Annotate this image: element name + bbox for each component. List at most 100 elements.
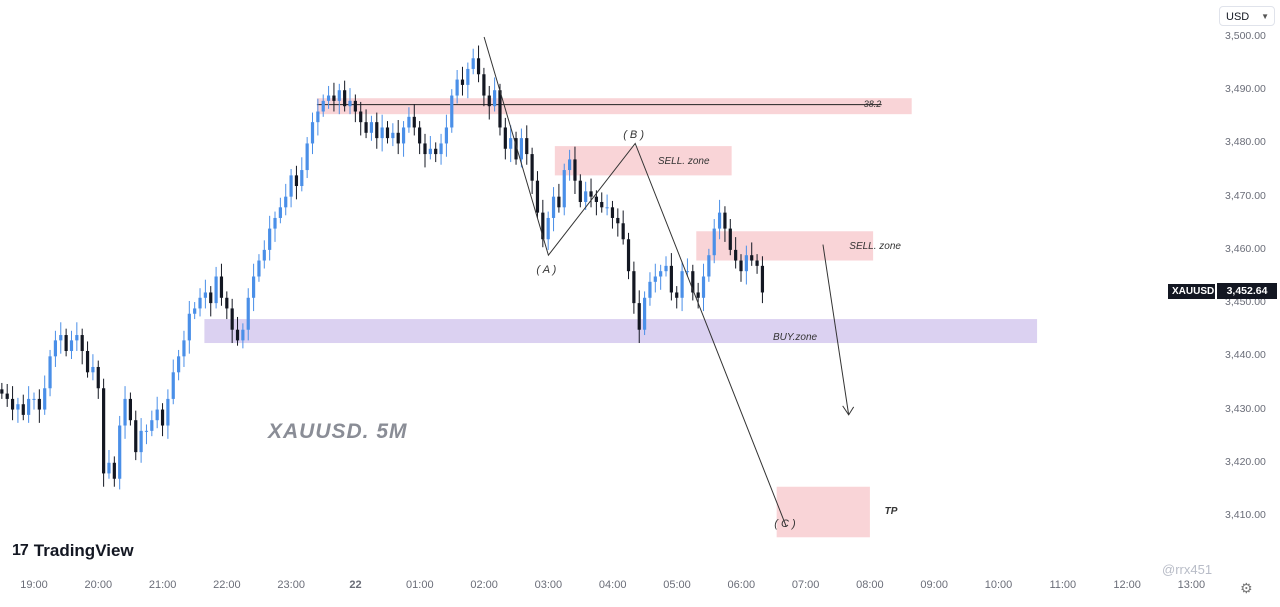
time-tick-label: 22:00 [213,579,241,591]
candle [642,297,647,330]
candle [326,95,331,101]
candle [364,122,368,133]
candle [519,138,524,160]
candle [69,340,74,352]
candle [632,271,636,304]
candle [294,175,299,187]
candle [637,303,641,330]
candle [551,196,556,218]
time-tick-label: 20:00 [84,579,113,591]
candle [369,122,374,133]
candle [289,175,293,197]
symbol-tag: XAUUSD [1168,284,1215,299]
candle [407,116,411,128]
candle [659,271,663,277]
tradingview-logo-text: TradingView [33,541,134,560]
candle [107,462,111,474]
time-tick-label: 23:00 [277,579,305,591]
price-tick-label: 3,420.00 [1225,455,1266,468]
currency-label: USD [1226,11,1250,23]
candle [734,249,738,261]
price-axis[interactable]: USD ▼ 3,410.00 3,420.00 3,430.00 3,440.00 3,… [1215,0,1280,607]
candle [685,271,690,273]
chart-area[interactable]: XAUUSD. 5M 17 TradingView XAUUSD 38.2 SEL… [0,0,1215,570]
candle [53,340,58,357]
candle [268,228,272,250]
candle [391,132,395,139]
candle [610,207,615,218]
candle [535,180,540,213]
candle [16,404,20,410]
candle [262,249,266,261]
candle [160,409,165,426]
candle [701,276,706,298]
candle [428,148,432,155]
candle [91,366,95,373]
candle [653,276,657,282]
candle [493,90,497,107]
candle [182,340,186,357]
price-tick-label: 3,440.00 [1225,349,1266,362]
candle [750,255,754,261]
candle [150,420,154,431]
candle [503,127,507,149]
price-tick-label: 3,410.00 [1225,509,1266,521]
candle [246,297,250,330]
candle [273,217,277,229]
candle [482,74,486,96]
candle [198,297,202,309]
price-chart[interactable] [0,0,1215,570]
candle [412,116,416,128]
candle [444,127,449,144]
fib-zone-0 [316,98,912,115]
tradingview-logo[interactable]: 17 TradingView [12,541,134,561]
candle [450,95,454,128]
currency-selector[interactable]: USD ▼ [1219,6,1275,26]
candle [332,95,336,101]
candle [616,217,620,224]
candle [75,335,79,341]
candle [584,191,588,202]
tradingview-logo-icon: 17 [12,542,29,559]
elliott-wave-line [483,36,787,527]
candle [471,58,475,69]
candle [118,425,122,479]
candle [578,180,582,202]
candle [166,398,170,426]
fib-label: 38.2 [863,99,882,110]
candle [230,308,234,330]
time-tick-label: 03:00 [534,579,563,591]
sell-zone-2 [696,231,874,261]
candle [203,292,207,298]
candle [64,335,68,352]
candle [626,239,631,272]
candle [139,430,143,453]
candle [353,100,357,112]
candle [219,276,224,298]
chevron-down-icon: ▼ [1261,12,1269,21]
candle [155,409,159,421]
candle [434,148,438,155]
candle [85,351,90,373]
candle [48,356,52,389]
candle [123,398,127,426]
candle [669,265,673,293]
candle [251,276,256,298]
candle [691,271,695,293]
candle [557,196,561,208]
time-axis[interactable]: 19:00 20:00 21:00 22:00 23:00 22 01:00 02:00 03:… [0,570,1215,607]
price-tick-label: 3,480.00 [1225,136,1266,149]
candle [514,138,518,160]
gear-icon[interactable]: ⚙ [1240,580,1253,596]
candle [300,170,304,187]
sell-zone-label: SELL. zone [657,155,710,167]
candle [10,398,15,410]
candle [568,159,572,171]
candle [760,265,765,293]
candle [594,196,598,202]
candle [59,335,63,341]
candle [466,68,470,85]
candle [675,292,679,298]
last-price-label: 3,452.64 [1217,283,1277,299]
candle [723,212,727,229]
